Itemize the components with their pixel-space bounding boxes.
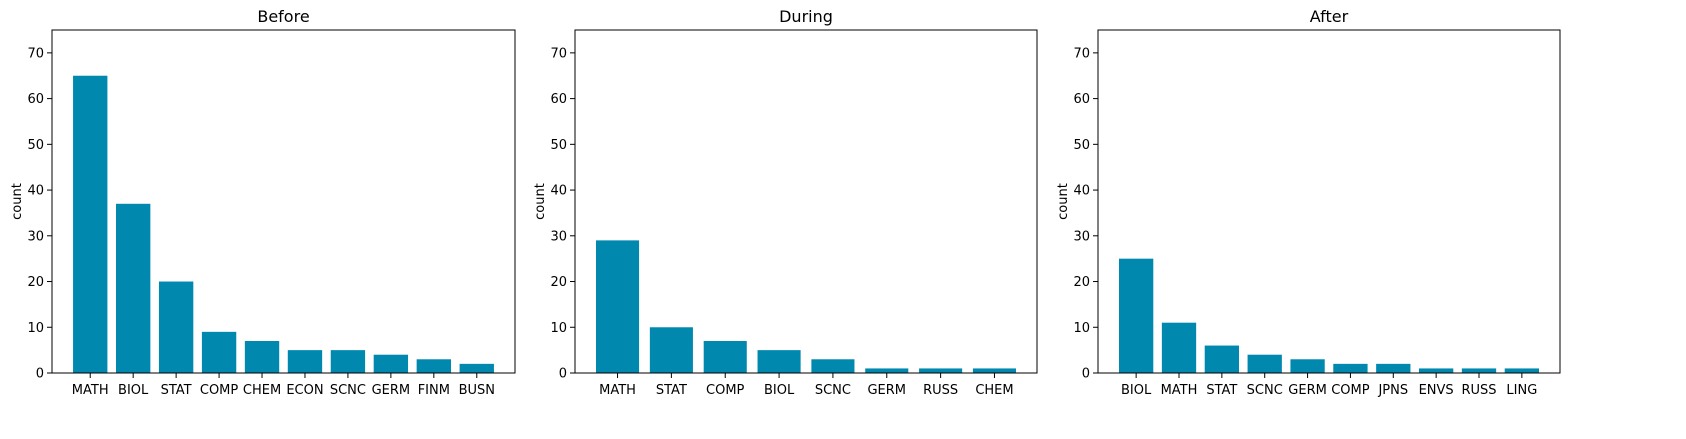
x-tick-label: STAT	[656, 383, 687, 398]
x-tick-label: COMP	[706, 383, 745, 398]
x-tick-label: BUSN	[459, 383, 495, 398]
x-tick-label: COMP	[200, 383, 239, 398]
bar-envs	[1419, 368, 1454, 373]
x-tick-label: BIOL	[1121, 383, 1152, 398]
bar-biol	[1119, 258, 1154, 373]
bar-stat	[1204, 345, 1239, 373]
x-tick-label: BIOL	[764, 383, 795, 398]
y-axis-label: count	[10, 183, 25, 220]
x-tick-label: SCNC	[1247, 383, 1283, 398]
y-tick-label: 50	[1073, 138, 1090, 153]
y-tick-label: 10	[550, 321, 567, 336]
bar-jpns	[1376, 363, 1411, 373]
bar-comp	[703, 340, 747, 373]
bar-comp	[1333, 363, 1368, 373]
x-tick-label: GERM	[1288, 383, 1327, 398]
bar-math	[73, 75, 108, 373]
chart-panel-before: 0 10 20 30 40 50 60 70 MATH BIOL STAT COMP CHEM ECON S…	[10, 7, 516, 398]
x-tick-label: COMP	[1331, 383, 1370, 398]
x-tick-label: RUSS	[1461, 383, 1496, 398]
y-tick-label: 0	[1082, 367, 1090, 382]
x-tick-label: STAT	[161, 383, 192, 398]
chart-panel-after: 0 10 20 30 40 50 60 70 BIOL MATH STAT SCNC GERM COMP J…	[1056, 7, 1561, 398]
y-tick-label: 20	[1073, 275, 1090, 290]
x-tick-label: STAT	[1206, 383, 1237, 398]
x-tick-label: GERM	[372, 383, 411, 398]
x-tick-label: BIOL	[118, 383, 149, 398]
bar-stat	[158, 281, 194, 373]
bar-chem	[972, 368, 1016, 373]
bar-biol	[116, 203, 151, 373]
x-tick-label: MATH	[599, 383, 636, 398]
y-tick-label: 40	[27, 184, 44, 199]
bar-ling	[1504, 368, 1539, 373]
x-tick-label: ENVS	[1419, 383, 1454, 398]
bar-finm	[416, 359, 451, 373]
bar-math	[1161, 322, 1197, 373]
bar-econ	[287, 350, 323, 373]
y-axis-label: count	[533, 183, 548, 220]
bar-biol	[757, 350, 801, 373]
bar-russ	[919, 368, 963, 373]
bar-stat	[649, 327, 693, 373]
y-tick-label: 60	[1073, 92, 1090, 107]
panel-title: After	[1310, 7, 1349, 26]
x-tick-label: CHEM	[243, 383, 281, 398]
y-tick-label: 20	[550, 275, 567, 290]
y-tick-label: 0	[559, 367, 567, 382]
x-tick-label: ECON	[286, 383, 323, 398]
x-tick-label: FINM	[418, 383, 450, 398]
bar-germ	[865, 368, 909, 373]
x-tick-label: JPNS	[1377, 383, 1408, 398]
bar-busn	[459, 363, 494, 373]
panel-title: During	[779, 7, 833, 26]
y-tick-label: 20	[27, 275, 44, 290]
bar-scnc	[1247, 354, 1282, 373]
y-tick-label: 40	[1073, 184, 1090, 199]
y-axis-label: count	[1056, 183, 1071, 220]
y-tick-label: 10	[1073, 321, 1090, 336]
y-tick-label: 70	[1073, 46, 1090, 61]
axes-frame	[574, 29, 1038, 374]
axes-frame	[51, 29, 516, 374]
bar-germ	[1290, 359, 1325, 373]
bar-russ	[1461, 368, 1497, 373]
x-tick-label: MATH	[1161, 383, 1198, 398]
y-tick-label: 60	[550, 92, 567, 107]
x-tick-label: CHEM	[975, 383, 1013, 398]
bar-scnc	[811, 359, 855, 373]
bar-germ	[373, 354, 409, 373]
y-tick-label: 30	[27, 229, 44, 244]
chart-panel-during: 0 10 20 30 40 50 60 70 MATH STAT COMP BIOL SCNC GERM R…	[533, 7, 1038, 398]
x-tick-label: SCNC	[330, 383, 366, 398]
axes-frame	[1097, 29, 1561, 374]
panel-title: Before	[257, 7, 309, 26]
y-tick-label: 70	[550, 46, 567, 61]
x-tick-label: GERM	[867, 383, 906, 398]
bar-scnc	[330, 350, 366, 373]
y-tick-label: 0	[36, 367, 44, 382]
y-tick-label: 10	[27, 321, 44, 336]
x-tick-label: SCNC	[815, 383, 851, 398]
y-tick-label: 30	[1073, 229, 1090, 244]
x-tick-label: MATH	[72, 383, 109, 398]
y-tick-label: 30	[550, 229, 567, 244]
y-tick-label: 60	[27, 92, 44, 107]
x-tick-label: LING	[1506, 383, 1537, 398]
y-tick-label: 50	[27, 138, 44, 153]
y-tick-label: 40	[550, 184, 567, 199]
y-tick-label: 70	[27, 46, 44, 61]
bar-chem	[244, 340, 280, 373]
bar-math	[596, 240, 640, 373]
y-tick-label: 50	[550, 138, 567, 153]
x-tick-label: RUSS	[923, 383, 958, 398]
bar-comp	[201, 331, 237, 373]
